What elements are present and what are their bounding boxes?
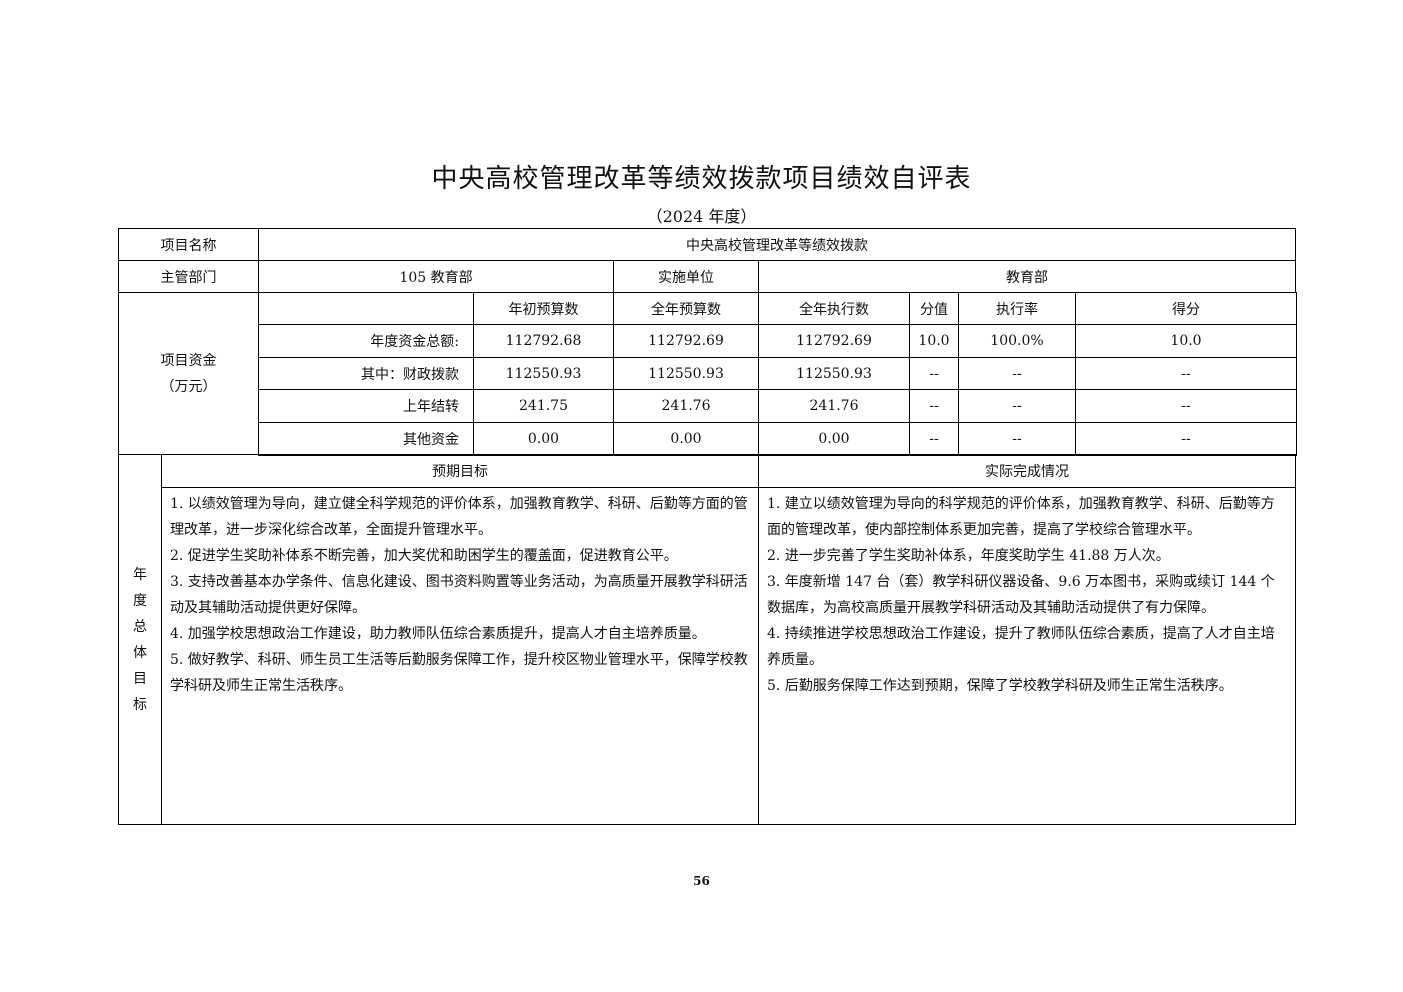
- actual-item: 4. 持续推进学校思想政治工作建设，提升了教师队伍综合素质，提高了人才自主培养质…: [767, 626, 1275, 668]
- actual-item: 1. 建立以绩效管理为导向的科学规范的评价体系，加强教育教学、科研、后勤等方面的…: [767, 496, 1275, 538]
- expected-goals: 1. 以绩效管理为导向，建立健全科学规范的评价体系，加强教育教学、科研、后勤等方…: [161, 487, 759, 825]
- goal-label-char: 总: [133, 618, 147, 635]
- funds-header: 得分: [1075, 292, 1297, 325]
- expected-item: 5. 做好教学、科研、师生员工生活等后勤服务保障工作，提升校区物业管理水平，保障…: [170, 652, 748, 694]
- funds-cell: 10.0: [1075, 324, 1297, 358]
- expected-item: 4. 加强学校思想政治工作建设，助力教师队伍综合素质提升，提高人才自主培养质量。: [170, 626, 706, 642]
- funds-row-label: 其中：财政拨款: [258, 357, 474, 390]
- funds-cell: 0.00: [758, 422, 910, 456]
- page-number: 56: [693, 874, 710, 888]
- project-name-label: 项目名称: [118, 228, 259, 261]
- expected-item: 3. 支持改善基本办学条件、信息化建设、图书资料购置等业务活动，为高质量开展教学…: [170, 574, 748, 616]
- funds-label-cell: 项目资金 （万元）: [118, 292, 259, 455]
- funds-cell: --: [909, 357, 959, 390]
- impl-value: 教育部: [758, 260, 1296, 293]
- funds-header: 执行率: [958, 292, 1076, 325]
- dept-label: 主管部门: [118, 260, 259, 293]
- funds-row-label: 年度资金总额:: [258, 324, 474, 358]
- funds-cell: --: [958, 357, 1076, 390]
- funds-cell: 0.00: [613, 422, 759, 456]
- goal-label-char: 体: [133, 644, 147, 661]
- funds-cell: 112792.69: [613, 324, 759, 358]
- funds-cell: --: [909, 422, 959, 456]
- goal-label-char: 年: [133, 566, 147, 583]
- funds-cell: 112550.93: [473, 357, 614, 390]
- impl-label: 实施单位: [613, 260, 759, 293]
- actual-header: 实际完成情况: [758, 454, 1296, 488]
- funds-row-label: 上年结转: [258, 389, 474, 423]
- funds-header-blank: [258, 292, 474, 325]
- funds-cell: 241.76: [758, 389, 910, 423]
- goal-label-char: 目: [133, 670, 147, 687]
- funds-cell: 241.75: [473, 389, 614, 423]
- funds-unit: （万元）: [160, 378, 217, 395]
- funds-cell: 112550.93: [613, 357, 759, 390]
- funds-header: 全年预算数: [613, 292, 759, 325]
- actual-item: 5. 后勤服务保障工作达到预期，保障了学校教学科研及师生正常生活秩序。: [767, 678, 1233, 694]
- page-subtitle: （2024 年度）: [646, 207, 757, 226]
- funds-cell: --: [1075, 389, 1297, 423]
- funds-cell: --: [1075, 357, 1297, 390]
- annual-goal-label: 年 度 总 体 目 标: [118, 454, 162, 825]
- expected-header: 预期目标: [161, 454, 759, 488]
- funds-cell: 0.00: [473, 422, 614, 456]
- actual-results: 1. 建立以绩效管理为导向的科学规范的评价体系，加强教育教学、科研、后勤等方面的…: [758, 487, 1296, 825]
- actual-item: 2. 进一步完善了学生奖助补体系，年度奖助学生 41.88 万人次。: [767, 548, 1170, 564]
- goal-label-char: 标: [133, 696, 147, 713]
- funds-cell: --: [1075, 422, 1297, 456]
- funds-label: 项目资金: [160, 352, 217, 369]
- funds-cell: 112550.93: [758, 357, 910, 390]
- funds-cell: --: [958, 389, 1076, 423]
- funds-header: 全年执行数: [758, 292, 910, 325]
- funds-row-label: 其他资金: [258, 422, 474, 456]
- funds-cell: --: [909, 389, 959, 423]
- expected-item: 1. 以绩效管理为导向，建立健全科学规范的评价体系，加强教育教学、科研、后勤等方…: [170, 496, 748, 538]
- funds-header: 年初预算数: [473, 292, 614, 325]
- dept-value: 105 教育部: [258, 260, 614, 293]
- actual-item: 3. 年度新增 147 台（套）教学科研仪器设备、9.6 万本图书，采购或续订 …: [767, 574, 1275, 616]
- funds-cell: --: [958, 422, 1076, 456]
- funds-cell: 112792.69: [758, 324, 910, 358]
- funds-cell: 241.76: [613, 389, 759, 423]
- project-name-value: 中央高校管理改革等绩效拨款: [258, 228, 1296, 261]
- funds-header: 分值: [909, 292, 959, 325]
- page-title: 中央高校管理改革等绩效拨款项目绩效自评表: [431, 164, 972, 194]
- funds-cell: 100.0%: [958, 324, 1076, 358]
- goal-label-char: 度: [133, 592, 147, 609]
- funds-cell: 10.0: [909, 324, 959, 358]
- funds-cell: 112792.68: [473, 324, 614, 358]
- expected-item: 2. 促进学生奖助补体系不断完善，加大奖优和助困学生的覆盖面，促进教育公平。: [170, 548, 678, 564]
